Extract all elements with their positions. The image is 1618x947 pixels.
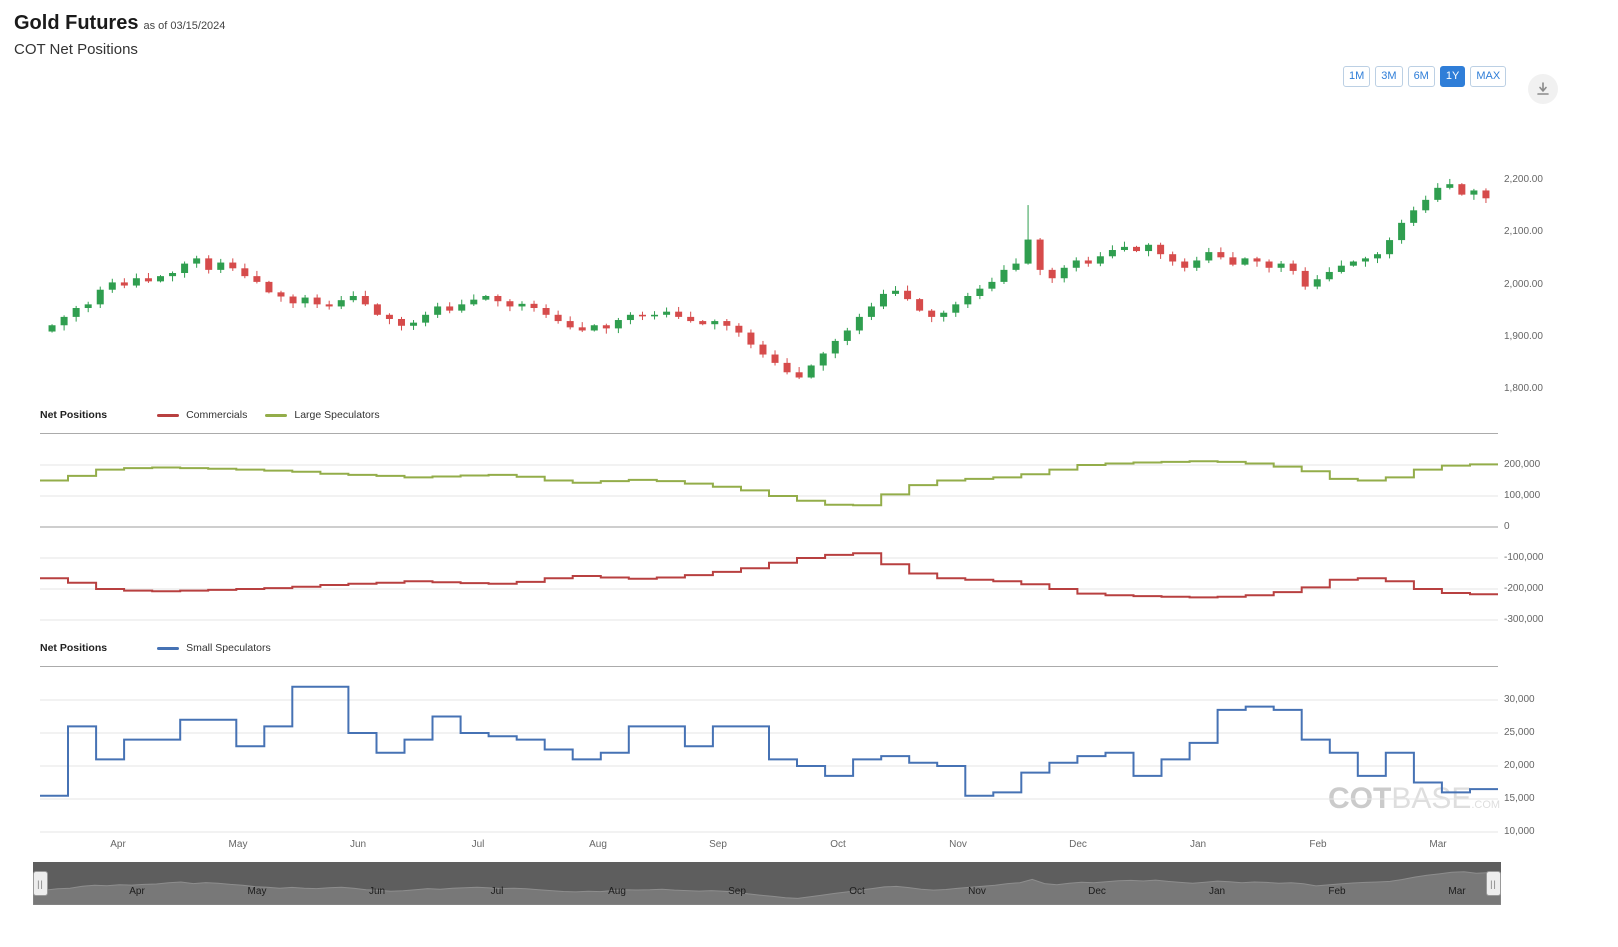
- net-positions-legend-1: Net Positions Commercials Large Speculato…: [40, 408, 380, 422]
- x-axis-label-jun: Jun: [349, 839, 367, 850]
- navigator-right-handle[interactable]: ||: [1486, 871, 1501, 896]
- net-positions-canvas-2[interactable]: [40, 666, 1498, 841]
- x-axis-label-mar: Mar: [1429, 839, 1447, 850]
- navigator-month-jan: Jan: [1208, 886, 1226, 897]
- navigator-month-feb: Feb: [1328, 886, 1346, 897]
- x-axis-label-oct: Oct: [830, 839, 846, 850]
- navigator-month-jun: Jun: [368, 886, 386, 897]
- range-button-max[interactable]: MAX: [1470, 66, 1507, 87]
- navigator-month-oct: Oct: [849, 886, 865, 897]
- y-axis-label: 1,800.00: [1504, 383, 1543, 394]
- x-axis-label-apr: Apr: [110, 839, 126, 850]
- download-icon: [1536, 82, 1550, 96]
- y-axis-label: -300,000: [1504, 614, 1544, 625]
- legend-items-1: Commercials Large Speculators: [157, 409, 380, 421]
- legend-label: Commercials: [186, 409, 248, 421]
- x-axis-label-dec: Dec: [1069, 839, 1087, 850]
- navigator-month-may: May: [247, 886, 267, 897]
- navigator-month-sep: Sep: [728, 886, 746, 897]
- navigator-month-mar: Mar: [1448, 886, 1466, 897]
- legend-item-large-speculators[interactable]: Large Speculators: [265, 409, 380, 421]
- pane-title-net-positions-1: Net Positions: [40, 409, 108, 421]
- x-axis-label-jan: Jan: [1189, 839, 1207, 850]
- watermark-com: .COM: [1471, 799, 1501, 811]
- y-axis-label: 0: [1504, 521, 1510, 532]
- y-axis-label: 200,000: [1504, 459, 1541, 470]
- navigator-left-handle[interactable]: ||: [33, 871, 48, 896]
- navigator-month-nov: Nov: [968, 886, 986, 897]
- navigator-month-aug: Aug: [608, 886, 626, 897]
- legend-item-commercials[interactable]: Commercials: [157, 409, 247, 421]
- legend-item-small-speculators[interactable]: Small Speculators: [157, 642, 271, 654]
- page-subtitle: COT Net Positions: [14, 41, 138, 58]
- y-axis-label: 2,200.00: [1504, 174, 1543, 185]
- pane-title-net-positions-2: Net Positions: [40, 642, 108, 654]
- x-axis-label-feb: Feb: [1309, 839, 1327, 850]
- page-title: Gold Futures as of 03/15/2024: [14, 12, 225, 35]
- legend-swatch: [157, 646, 180, 650]
- pane-separator-2: [40, 666, 1498, 667]
- as-of-date: as of 03/15/2024: [143, 20, 226, 32]
- y-axis-label: 15,000: [1504, 793, 1535, 804]
- legend-label: Large Speculators: [294, 409, 380, 421]
- x-axis-label-sep: Sep: [709, 839, 727, 850]
- legend-label: Small Speculators: [186, 642, 271, 654]
- y-axis-label: 10,000: [1504, 826, 1535, 837]
- x-axis-label-nov: Nov: [949, 839, 967, 850]
- navigator-month-jul: Jul: [490, 886, 504, 897]
- x-axis-label-jul: Jul: [471, 839, 485, 850]
- navigator[interactable]: Apr May Jun Jul Aug Sep Oct Nov Dec Jan Feb Mar || …: [33, 862, 1501, 905]
- y-axis-label: 25,000: [1504, 727, 1535, 738]
- y-axis-label: 2,000.00: [1504, 278, 1543, 290]
- y-axis-label: 1,900.00: [1504, 330, 1543, 342]
- range-button-3m[interactable]: 3M: [1375, 66, 1403, 87]
- navigator-month-dec: Dec: [1088, 886, 1106, 897]
- navigator-month-apr: Apr: [129, 886, 145, 897]
- legend-items-2: Small Speculators: [157, 642, 271, 654]
- y-axis-label: 2,100.00: [1504, 226, 1543, 238]
- x-axis-label-aug: Aug: [589, 839, 607, 850]
- net-positions-chart-commercials-large[interactable]: [40, 433, 1498, 633]
- x-axis-label-may: May: [228, 839, 248, 850]
- net-positions-legend-2: Net Positions Small Speculators: [40, 641, 271, 655]
- page-title-text: Gold Futures: [14, 12, 139, 34]
- y-axis-label: 20,000: [1504, 760, 1535, 771]
- legend-swatch: [265, 413, 288, 417]
- net-positions-chart-small[interactable]: [40, 666, 1498, 841]
- y-axis-label: 30,000: [1504, 694, 1535, 705]
- download-button[interactable]: [1528, 74, 1558, 104]
- range-button-1m[interactable]: 1M: [1343, 66, 1371, 87]
- range-selector: 1M 3M 6M 1Y MAX: [1343, 66, 1507, 87]
- y-axis-label: -200,000: [1504, 583, 1544, 594]
- price-chart[interactable]: [40, 100, 1498, 410]
- navigator-area-chart[interactable]: [33, 862, 1501, 905]
- net-positions-canvas-1[interactable]: [40, 433, 1498, 633]
- y-axis-label: 100,000: [1504, 490, 1541, 501]
- range-button-6m[interactable]: 6M: [1407, 66, 1435, 87]
- y-axis-label: -100,000: [1504, 552, 1544, 563]
- price-chart-canvas[interactable]: [40, 100, 1498, 410]
- range-button-1y[interactable]: 1Y: [1439, 66, 1466, 87]
- legend-swatch: [157, 413, 180, 417]
- pane-separator-1: [40, 433, 1498, 434]
